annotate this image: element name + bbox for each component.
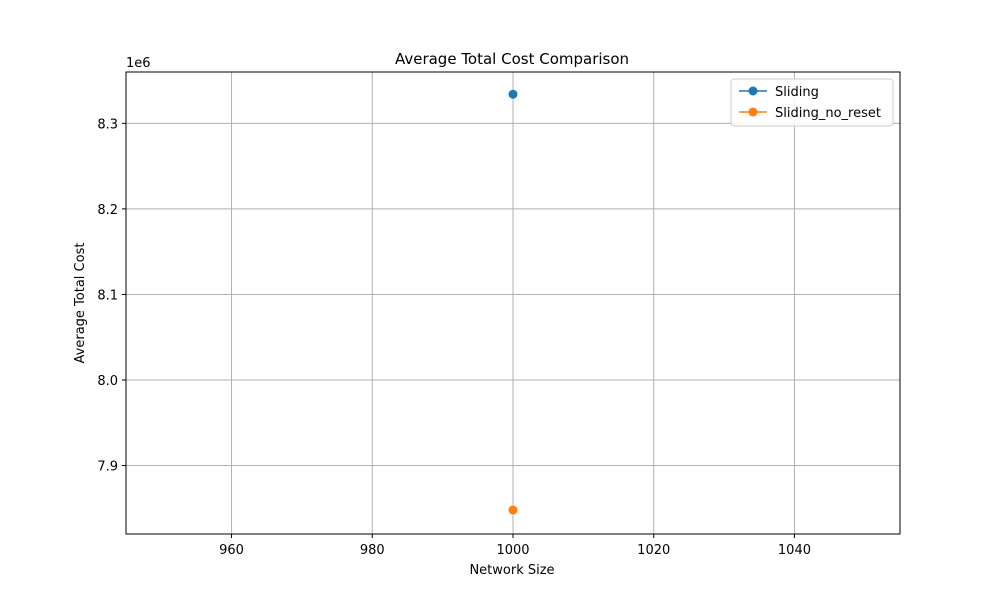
data-point-sliding-no-reset xyxy=(508,505,518,515)
legend-label-sliding: Sliding xyxy=(775,85,819,100)
legend: Sliding Sliding_no_reset xyxy=(730,78,894,127)
legend-box xyxy=(730,78,894,127)
x-axis-ticks: 960 980 1000 1020 1040 xyxy=(219,534,811,558)
y-tick-label: 8.3 xyxy=(97,117,118,132)
legend-label-sliding-no-reset: Sliding_no_reset xyxy=(775,106,881,121)
x-axis-label: Network Size xyxy=(469,563,554,578)
x-tick-label: 980 xyxy=(360,543,385,558)
legend-marker-sliding-no-reset xyxy=(748,107,758,117)
y-axis-offset-label: 1e6 xyxy=(126,56,151,71)
y-tick-label: 8.1 xyxy=(97,288,118,303)
x-tick-label: 960 xyxy=(219,543,244,558)
x-tick-label: 1040 xyxy=(778,543,811,558)
y-tick-label: 7.9 xyxy=(97,460,118,475)
legend-marker-sliding xyxy=(748,86,758,96)
x-tick-label: 1000 xyxy=(496,543,529,558)
y-tick-label: 8.0 xyxy=(97,374,118,389)
y-axis-label: Average Total Cost xyxy=(73,243,88,364)
data-marks xyxy=(508,89,518,515)
y-tick-label: 8.2 xyxy=(97,203,118,218)
data-point-sliding xyxy=(508,89,518,99)
x-tick-label: 1020 xyxy=(637,543,670,558)
y-axis-ticks: 7.9 8.0 8.1 8.2 8.3 xyxy=(97,117,126,475)
chart-title: Average Total Cost Comparison xyxy=(395,50,629,68)
